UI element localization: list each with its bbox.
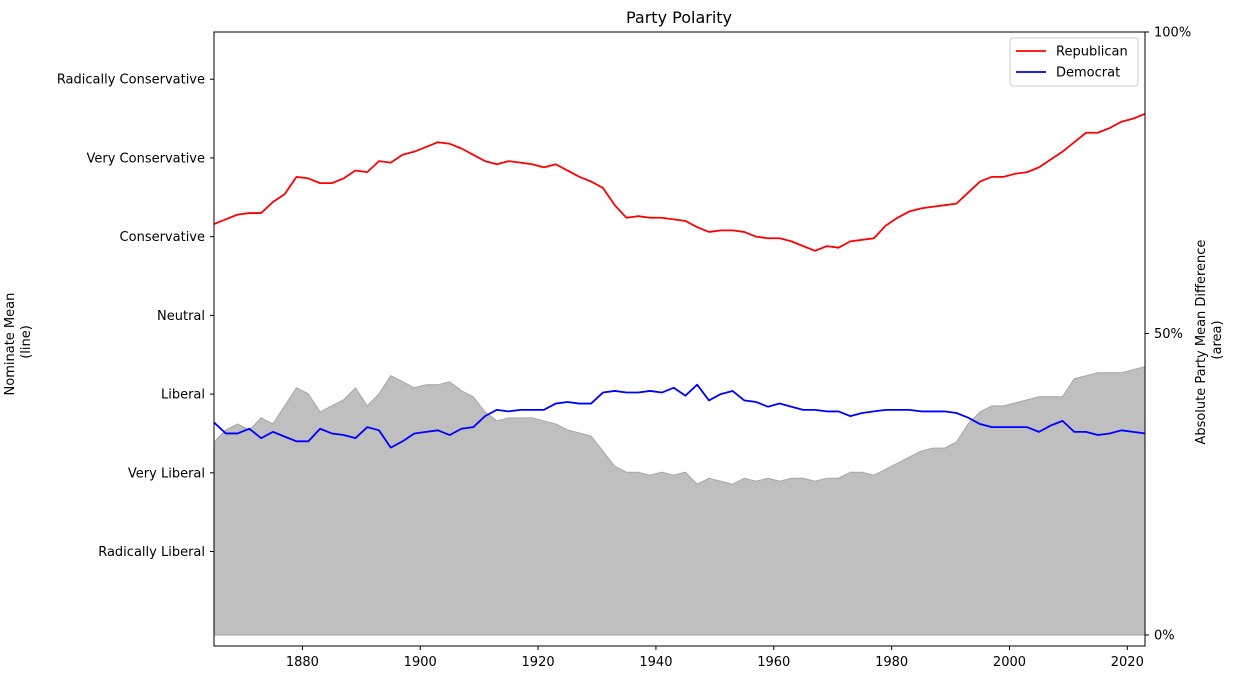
right-axis-title-line-2: (area) [1210,320,1225,359]
plot-frame [213,31,1146,647]
x-tick-label: 2020 [1111,655,1144,670]
right-y-tick-label: 100% [1154,26,1191,41]
right-y-tick-label: 50% [1154,327,1183,342]
right-axis-title-line-1: Absolute Party Mean Difference [1194,240,1209,445]
right-axis-title: Absolute Party Mean Difference (area) [1194,235,1225,444]
ticks-layer: 1880 1900 1920 1940 1960 1980 2000 2020 Radicall… [57,26,1191,671]
republican-line [213,113,1146,252]
x-tick-label: 1880 [286,655,319,670]
left-y-tick-label: Neutral [157,309,205,324]
left-y-tick-label: Liberal [161,388,205,403]
x-tick-label: 1960 [757,655,790,670]
legend-label-democrat: Democrat [1056,66,1120,81]
x-tick-label: 1900 [404,655,437,670]
legend-box [1009,37,1139,87]
left-y-tick-label: Radically Liberal [98,545,205,560]
legend-label-republican: Republican [1056,45,1128,60]
x-tick-label: 1920 [522,655,555,670]
democrat-line [213,383,1146,449]
left-y-tick-label: Radically Conservative [57,73,205,88]
left-y-tick-label: Very Liberal [128,466,205,481]
x-tick-label: 1980 [875,655,908,670]
axes-layer [213,31,1146,647]
left-y-tick-label: Conservative [120,230,205,245]
left-axis-title-line-1: Nominate Mean [3,293,18,396]
left-axis-title-line-2: (line) [19,325,34,359]
line-layer [213,113,1146,449]
left-axis-title: Nominate Mean (line) [3,289,34,396]
right-y-tick-label: 0% [1154,629,1175,644]
legend: Republican Democrat [1009,37,1139,87]
left-y-tick-label: Very Conservative [87,151,206,166]
chart-title: Party Polarity [626,8,732,27]
x-tick-label: 1940 [639,655,672,670]
x-tick-label: 2000 [993,655,1026,670]
